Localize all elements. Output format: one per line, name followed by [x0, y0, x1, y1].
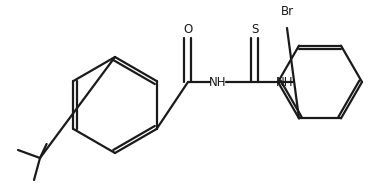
- Text: NH: NH: [209, 75, 227, 89]
- Text: NH: NH: [276, 75, 294, 89]
- Text: S: S: [251, 23, 259, 36]
- Text: Br: Br: [280, 5, 294, 18]
- Text: O: O: [183, 23, 193, 36]
